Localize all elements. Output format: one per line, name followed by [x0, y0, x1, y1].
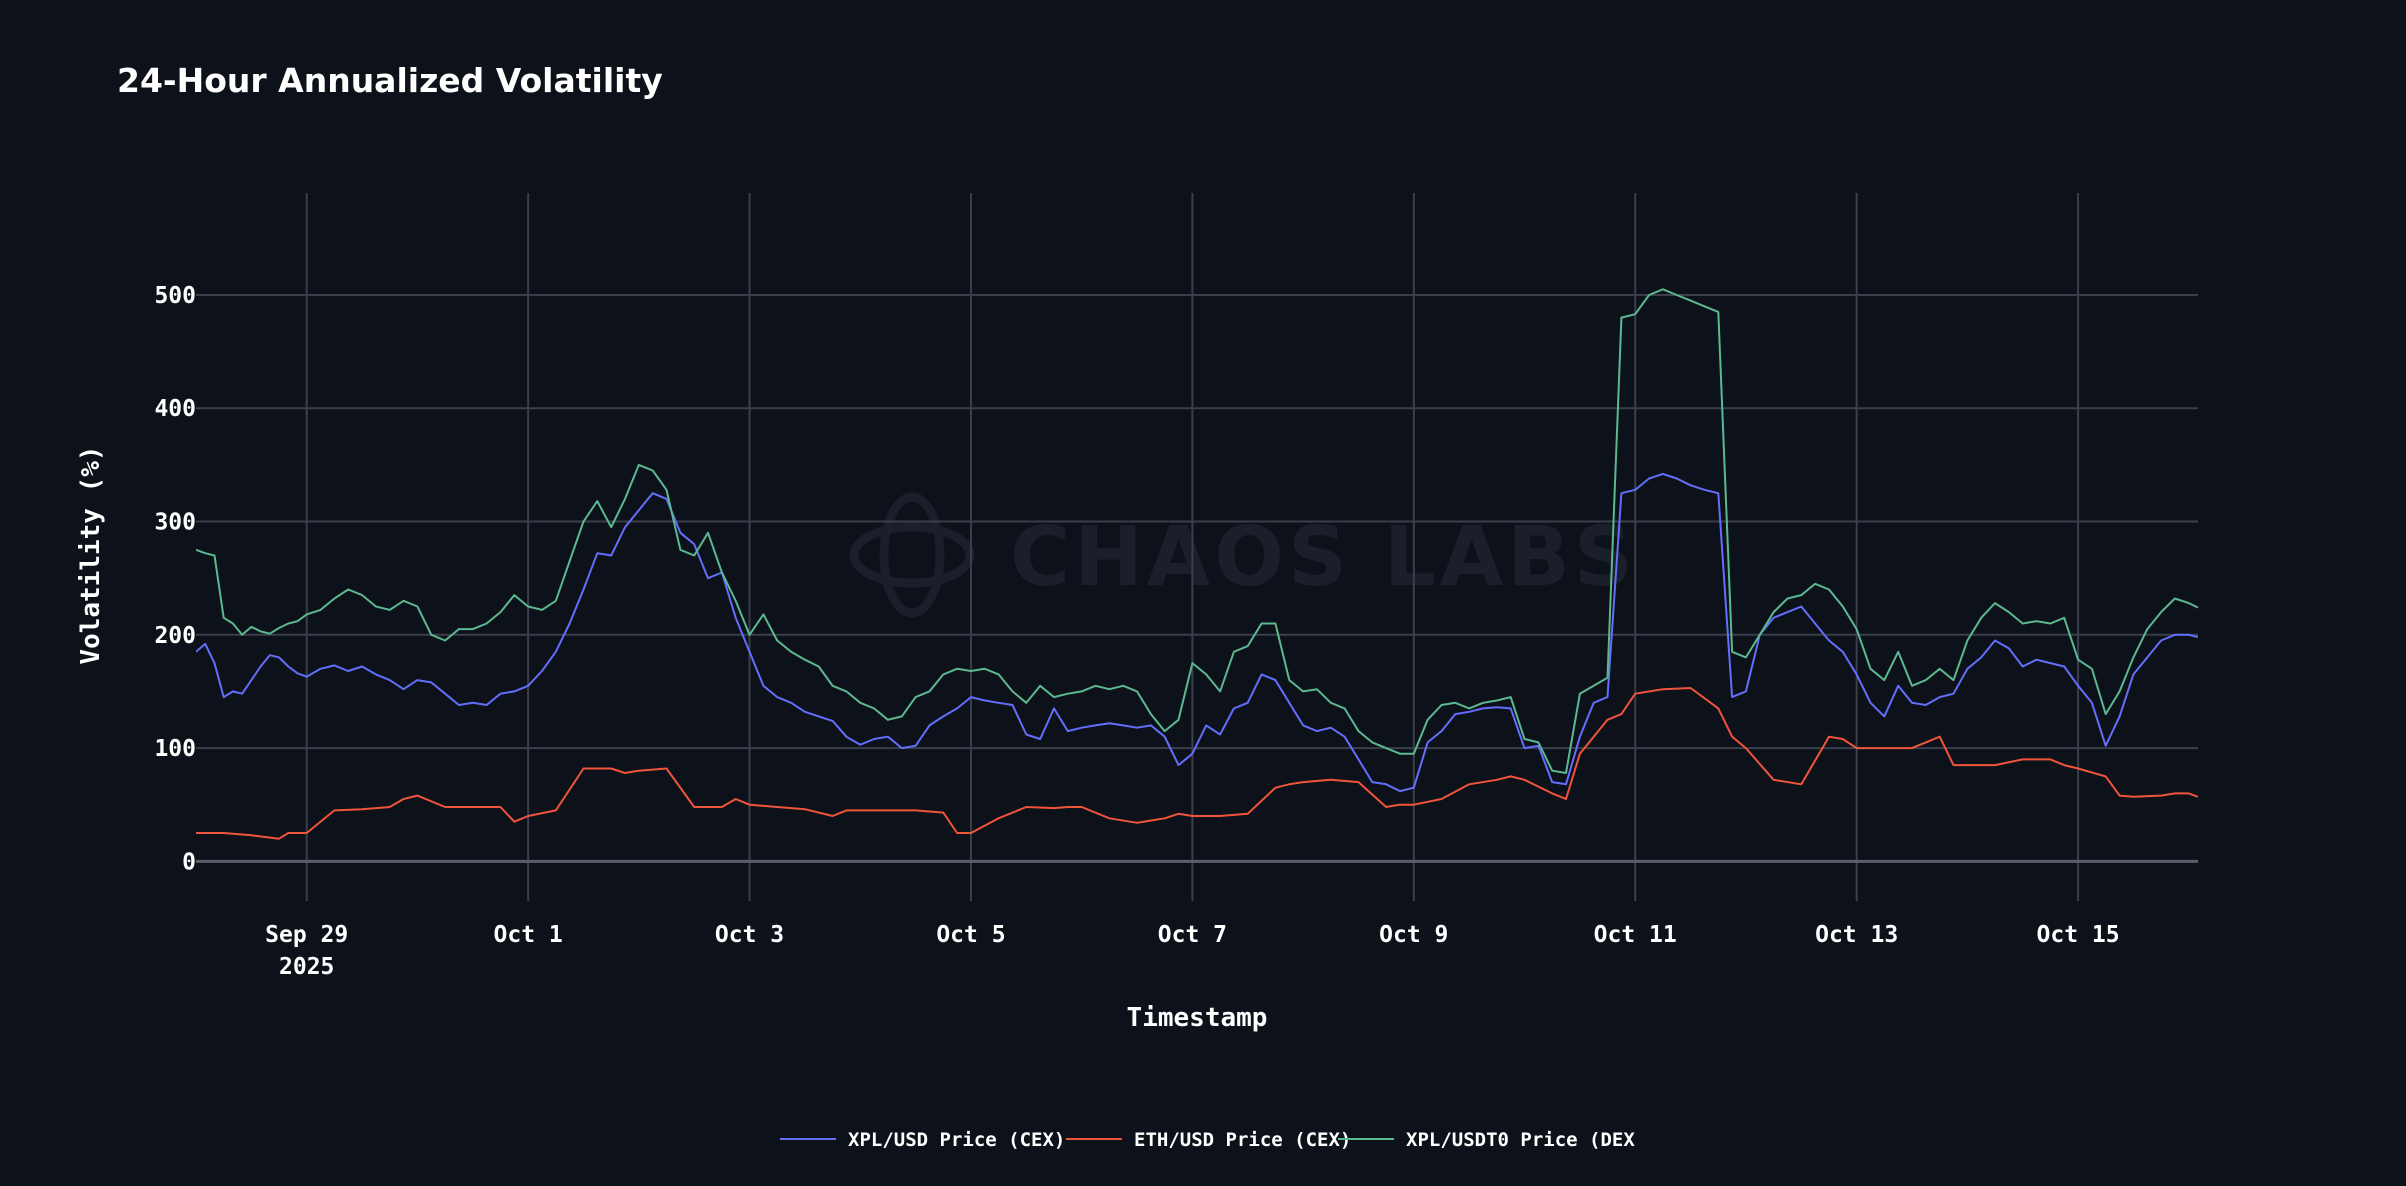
series-line-1: [196, 687, 2198, 840]
y-tick-label: 500: [154, 283, 196, 309]
series-line-2: [196, 288, 2198, 774]
x-tick-label: Sep 29: [265, 922, 348, 948]
x-tick-sublabel: 2025: [279, 954, 334, 980]
y-tick-label: 200: [154, 623, 196, 649]
y-tick-label: 0: [182, 849, 196, 875]
legend: XPL/USD Price (CEX) ETH/USD Price (CEX) XP…: [780, 1129, 1635, 1151]
y-tick-label: 400: [154, 396, 196, 422]
watermark-text: CHAOS LABS: [1010, 510, 1637, 605]
y-axis-ticks: 0 100 200 300 400 500: [154, 283, 196, 875]
legend-label-1: ETH/USD Price (CEX): [1134, 1129, 1351, 1151]
series-lines: [196, 288, 2198, 840]
x-tick-label: Oct 7: [1158, 922, 1227, 948]
y-tick-label: 100: [154, 736, 196, 762]
x-tick-label: Oct 1: [494, 922, 563, 948]
y-axis-title: Volatility (%): [76, 445, 106, 664]
chaos-labs-logo: [849, 492, 975, 618]
y-tick-label: 300: [154, 510, 196, 536]
x-tick-label: Oct 3: [715, 922, 784, 948]
chart-title: 24-Hour Annualized Volatility: [117, 61, 663, 100]
x-tick-label: Oct 9: [1379, 922, 1448, 948]
x-tick-label: Oct 15: [2037, 922, 2120, 948]
x-axis-title: Timestamp: [1127, 1003, 1268, 1033]
x-axis-ticks: Sep 29 2025 Oct 1 Oct 3 Oct 5 Oct 7 Oct 9 Oct 1…: [265, 922, 2119, 980]
x-tick-label: Oct 13: [1815, 922, 1898, 948]
x-tick-label: Oct 11: [1594, 922, 1677, 948]
watermark: CHAOS LABS: [849, 492, 1637, 618]
series-line-0: [196, 472, 2198, 793]
legend-label-2: XPL/USDT0 Price (DEX: [1406, 1129, 1635, 1151]
legend-label-0: XPL/USD Price (CEX): [848, 1129, 1065, 1151]
x-tick-label: Oct 5: [936, 922, 1005, 948]
